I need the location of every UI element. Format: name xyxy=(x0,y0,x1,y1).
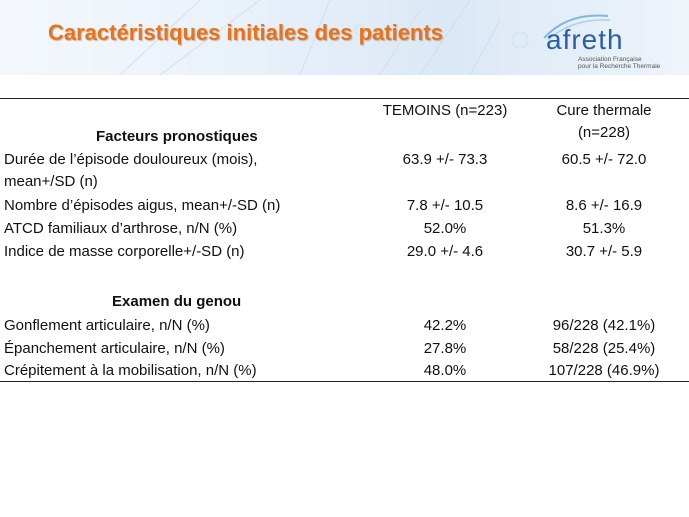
row-label: Durée de l’épisode douloureux (mois), xyxy=(4,151,258,168)
row-label: ATCD familiaux d’arthrose, n/N (%) xyxy=(4,220,238,237)
row-value-temoins: 63.9 +/- 73.3 xyxy=(402,151,488,168)
header-banner: Caractéristiques initiales des patients … xyxy=(0,0,689,75)
section-title-facteurs: Facteurs pronostiques xyxy=(96,128,258,145)
logo-subtitle-line-2: pour la Recherche Thermale xyxy=(578,63,661,70)
row-label: Nombre d’épisodes aigus, mean+/-SD (n) xyxy=(4,197,281,214)
row-label: Épanchement articulaire, n/N (%) xyxy=(4,340,225,357)
row-value-temoins: 48.0% xyxy=(423,362,467,379)
logo-subtitle: Association Française pour la Recherche … xyxy=(578,56,678,70)
row-value-cure: 58/228 (25.4%) xyxy=(552,340,656,357)
row-value-cure: 30.7 +/- 5.9 xyxy=(565,243,643,260)
section-title-examen: Examen du genou xyxy=(112,293,242,310)
table-top-rule xyxy=(0,98,689,99)
row-value-temoins: 42.2% xyxy=(423,317,467,334)
logo-word: afreth xyxy=(546,24,624,55)
col-header-temoins: TEMOINS (n=223) xyxy=(382,102,508,119)
row-value-cure: 96/228 (42.1%) xyxy=(552,317,656,334)
row-value-temoins: 7.8 +/- 10.5 xyxy=(406,197,484,214)
row-value-cure: 107/228 (46.9%) xyxy=(548,362,660,379)
logo-subtitle-line-1: Association Française xyxy=(578,56,642,63)
table-bottom-rule xyxy=(0,381,689,382)
row-value-cure: 8.6 +/- 16.9 xyxy=(565,197,643,214)
col-header-cure-line1: Cure thermale xyxy=(556,102,652,119)
logo-arc-icon xyxy=(543,14,611,41)
row-label: Crépitement à la mobilisation, n/N (%) xyxy=(4,362,257,379)
row-value-cure: 60.5 +/- 72.0 xyxy=(561,151,647,168)
row-value-cure: 51.3% xyxy=(582,220,626,237)
row-label: Indice de masse corporelle+/-SD (n) xyxy=(4,243,245,260)
page-title: Caractéristiques initiales des patients xyxy=(48,20,443,45)
row-label: Gonflement articulaire, n/N (%) xyxy=(4,317,210,334)
banner-decoration xyxy=(119,0,529,75)
row-label-cont: mean+/SD (n) xyxy=(4,173,98,190)
row-value-temoins: 52.0% xyxy=(423,220,467,237)
row-value-temoins: 29.0 +/- 4.6 xyxy=(406,243,484,260)
afreth-logo: afreth Association Française pour la Rec… xyxy=(538,10,680,70)
col-header-cure-line2: (n=228) xyxy=(577,124,631,141)
row-value-temoins: 27.8% xyxy=(423,340,467,357)
